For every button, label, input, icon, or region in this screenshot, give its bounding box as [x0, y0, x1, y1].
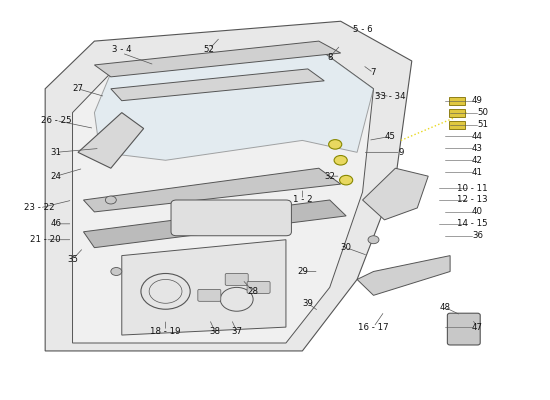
Text: 38: 38	[210, 326, 221, 336]
Polygon shape	[78, 113, 144, 168]
FancyBboxPatch shape	[198, 289, 221, 301]
Polygon shape	[122, 240, 286, 335]
Text: 44: 44	[472, 132, 483, 141]
FancyBboxPatch shape	[449, 97, 465, 106]
Text: 30: 30	[340, 243, 351, 252]
Text: 16 - 17: 16 - 17	[358, 323, 389, 332]
Text: 3 - 4: 3 - 4	[112, 44, 131, 54]
Polygon shape	[95, 41, 340, 77]
Circle shape	[334, 156, 347, 165]
FancyBboxPatch shape	[449, 120, 465, 129]
Text: 27: 27	[73, 84, 84, 93]
Text: e-: e-	[100, 250, 142, 288]
Text: 9: 9	[398, 148, 404, 157]
FancyBboxPatch shape	[225, 274, 248, 286]
Text: 36: 36	[472, 231, 483, 240]
Text: 40: 40	[472, 208, 483, 216]
Text: 18 - 19: 18 - 19	[150, 326, 181, 336]
Text: 14 - 15: 14 - 15	[456, 219, 487, 228]
Polygon shape	[111, 69, 324, 101]
Circle shape	[329, 140, 342, 149]
Text: 5 - 6: 5 - 6	[353, 25, 372, 34]
Text: 28: 28	[248, 287, 258, 296]
Circle shape	[339, 175, 353, 185]
FancyBboxPatch shape	[447, 313, 480, 345]
Text: 7: 7	[371, 68, 376, 77]
Text: 8: 8	[327, 52, 332, 62]
Text: 37: 37	[231, 326, 242, 336]
FancyBboxPatch shape	[247, 282, 270, 293]
Polygon shape	[45, 21, 412, 351]
Text: 51: 51	[477, 120, 488, 129]
Text: 39: 39	[302, 299, 313, 308]
Text: 48: 48	[439, 303, 450, 312]
Text: 21 - 20: 21 - 20	[30, 235, 60, 244]
Polygon shape	[362, 168, 428, 220]
Text: 35: 35	[67, 255, 78, 264]
Polygon shape	[95, 49, 373, 160]
Circle shape	[106, 196, 116, 204]
Text: 31: 31	[51, 148, 62, 157]
Text: 33 - 34: 33 - 34	[375, 92, 405, 101]
Polygon shape	[84, 168, 340, 212]
Text: 12 - 13: 12 - 13	[456, 196, 487, 204]
Text: 42: 42	[472, 156, 483, 165]
Polygon shape	[357, 256, 450, 295]
Text: 46: 46	[51, 219, 62, 228]
Circle shape	[368, 236, 379, 244]
Text: 10 - 11: 10 - 11	[456, 184, 487, 192]
Text: 32: 32	[324, 172, 335, 181]
Text: 29: 29	[297, 267, 308, 276]
FancyBboxPatch shape	[449, 109, 465, 117]
Text: 26 - 25: 26 - 25	[41, 116, 72, 125]
Text: 24: 24	[51, 172, 62, 181]
Text: 23 - 22: 23 - 22	[24, 204, 55, 212]
FancyBboxPatch shape	[171, 200, 292, 236]
Text: 50: 50	[477, 108, 488, 117]
Polygon shape	[84, 200, 346, 248]
Text: 41: 41	[472, 168, 483, 177]
Circle shape	[111, 268, 122, 276]
Text: 47: 47	[472, 323, 483, 332]
Text: 49: 49	[472, 96, 483, 105]
Text: 1 - 2: 1 - 2	[293, 196, 312, 204]
Text: 45: 45	[384, 132, 395, 141]
Text: 52: 52	[204, 44, 215, 54]
Polygon shape	[73, 49, 373, 343]
Text: a pasione: a pasione	[56, 323, 164, 343]
Text: 43: 43	[472, 144, 483, 153]
